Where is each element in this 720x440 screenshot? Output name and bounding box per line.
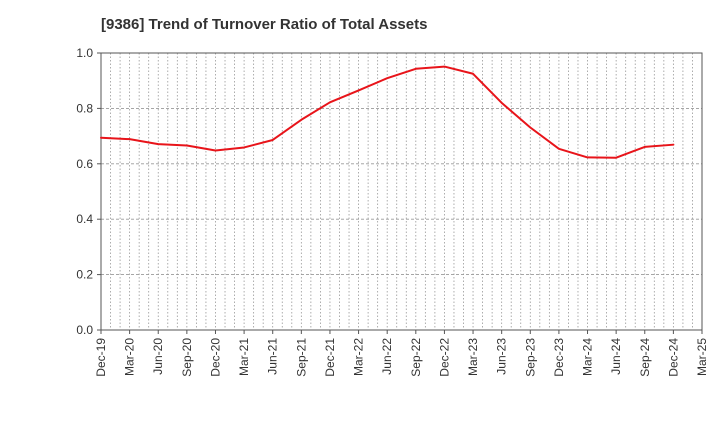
x-tick-label: Mar-21 xyxy=(237,338,251,376)
x-tick-label: Mar-22 xyxy=(352,338,366,376)
x-tick-label: Sep-22 xyxy=(409,338,423,377)
x-tick-label: Dec-23 xyxy=(552,338,566,377)
data-point xyxy=(413,66,418,71)
x-tick-label: Sep-23 xyxy=(523,338,537,377)
grid-layer xyxy=(101,52,702,330)
data-point xyxy=(499,100,504,105)
data-point xyxy=(642,144,647,149)
x-tick-label: Jun-20 xyxy=(151,338,165,375)
data-point xyxy=(385,76,390,81)
data-point xyxy=(442,64,447,69)
x-tick-label: Jun-22 xyxy=(380,338,394,375)
axes-layer xyxy=(97,52,703,334)
data-point xyxy=(99,135,104,140)
y-tick-label: 0.8 xyxy=(76,101,93,115)
x-tick-label: Mar-25 xyxy=(695,338,709,376)
y-tick-label: 0.6 xyxy=(76,157,93,171)
x-tick-label: Mar-20 xyxy=(123,338,137,376)
chart-title: [9386] Trend of Turnover Ratio of Total … xyxy=(101,16,428,33)
data-point xyxy=(356,88,361,93)
y-tick-label: 0.0 xyxy=(76,323,93,337)
data-point xyxy=(184,143,189,148)
data-point xyxy=(270,137,275,142)
data-point xyxy=(213,148,218,153)
data-point xyxy=(528,125,533,130)
data-point xyxy=(156,142,161,147)
series-line xyxy=(100,65,675,159)
y-tick-label: 1.0 xyxy=(76,46,93,60)
x-tick-label: Sep-21 xyxy=(294,338,308,377)
data-point xyxy=(671,142,676,147)
data-point xyxy=(585,155,590,160)
x-tick-label: Dec-24 xyxy=(666,338,680,377)
x-tick-label: Dec-21 xyxy=(323,338,337,377)
data-point xyxy=(127,137,132,142)
plot-area-frame xyxy=(100,52,703,331)
x-tick-label: Dec-19 xyxy=(94,338,108,377)
data-point xyxy=(242,145,247,150)
data-point xyxy=(327,100,332,105)
data-point xyxy=(471,71,476,76)
x-tick-labels: Dec-19 Mar-20 Jun-20 Sep-20 Dec-20 Mar-21 Jun-… xyxy=(94,338,709,377)
series-layer xyxy=(99,64,676,160)
x-tick-label: Sep-20 xyxy=(180,338,194,377)
x-tick-label: Sep-24 xyxy=(638,338,652,377)
y-tick-labels: 0.0 0.2 0.4 0.6 0.8 1.0 xyxy=(76,46,93,337)
x-tick-label: Dec-22 xyxy=(437,338,451,377)
x-tick-label: Mar-24 xyxy=(581,338,595,376)
data-point xyxy=(299,117,304,122)
x-tick-label: Jun-24 xyxy=(609,338,623,375)
x-tick-label: Mar-23 xyxy=(466,338,480,376)
x-tick-label: Dec-20 xyxy=(208,338,222,377)
x-tick-label: Jun-23 xyxy=(495,338,509,375)
y-tick-label: 0.2 xyxy=(76,268,93,282)
data-point xyxy=(556,146,561,151)
x-tick-label: Jun-21 xyxy=(266,338,280,375)
y-tick-label: 0.4 xyxy=(76,212,93,226)
data-point xyxy=(614,155,619,160)
